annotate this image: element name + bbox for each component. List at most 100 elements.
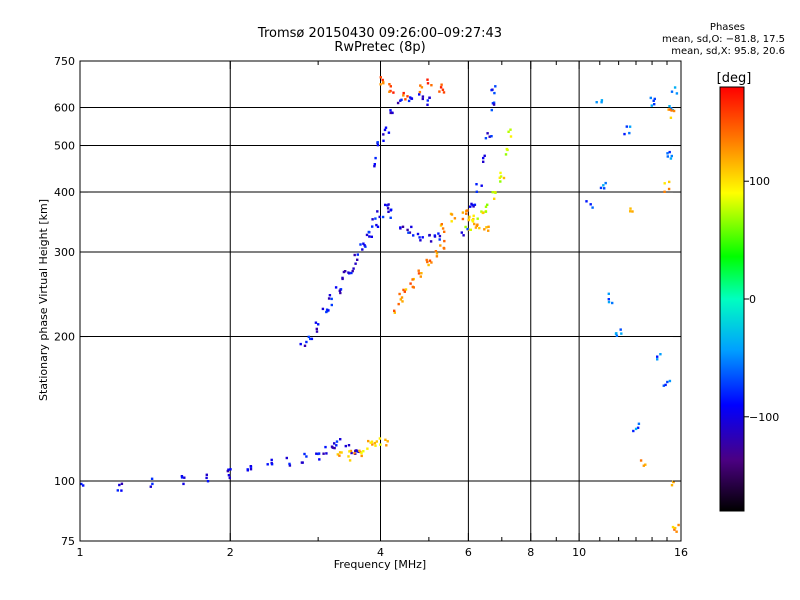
data-point	[673, 86, 677, 89]
data-point	[670, 90, 674, 93]
data-point	[316, 452, 320, 456]
data-point	[400, 296, 404, 299]
data-point	[490, 135, 493, 138]
data-point	[376, 141, 379, 144]
data-point	[227, 474, 231, 477]
data-point	[385, 444, 388, 447]
data-point	[362, 450, 365, 453]
data-point	[494, 191, 497, 194]
data-point	[351, 269, 354, 273]
data-point	[381, 215, 385, 219]
data-point	[339, 291, 342, 295]
data-point	[502, 176, 506, 180]
data-point	[636, 426, 640, 429]
data-point	[666, 152, 669, 155]
x-axis-label: Frequency [MHz]	[334, 558, 426, 571]
data-point	[476, 223, 479, 226]
data-point	[226, 469, 229, 473]
data-point	[393, 309, 396, 312]
data-point	[671, 525, 675, 529]
data-point	[347, 444, 351, 447]
data-point	[322, 452, 325, 455]
data-point	[387, 210, 390, 213]
data-point	[229, 468, 232, 471]
data-point	[490, 108, 493, 112]
y-axis-label: Stationary phase Virtual Height [km]	[37, 199, 50, 401]
data-point	[441, 88, 445, 91]
data-point	[599, 186, 603, 190]
x-tick-label: 8	[527, 546, 534, 559]
data-point	[352, 267, 355, 270]
data-point	[632, 429, 635, 433]
data-point	[475, 183, 478, 186]
data-point	[368, 235, 371, 238]
data-point	[347, 455, 350, 458]
data-point	[499, 180, 502, 183]
data-point	[488, 135, 491, 138]
data-point	[498, 176, 501, 179]
data-point	[270, 463, 274, 466]
data-point	[428, 233, 431, 237]
data-point	[384, 438, 387, 441]
data-point	[375, 223, 378, 227]
data-point	[249, 468, 253, 471]
data-point	[441, 227, 445, 230]
data-point	[637, 422, 641, 425]
data-point	[591, 206, 594, 209]
data-point	[427, 263, 430, 267]
colorbar-label: [deg]	[717, 71, 752, 86]
data-point	[667, 187, 671, 191]
data-point	[499, 171, 502, 175]
data-point	[466, 227, 469, 231]
data-point	[670, 154, 673, 158]
data-point	[482, 160, 485, 163]
data-point	[305, 340, 308, 344]
data-point	[354, 449, 357, 453]
data-point	[509, 128, 512, 131]
data-point	[666, 155, 669, 158]
data-point	[383, 128, 387, 132]
data-point	[80, 482, 83, 486]
data-point	[333, 446, 336, 450]
data-point	[421, 97, 424, 101]
data-point	[403, 290, 406, 293]
phase-stats-heading: Phases	[709, 22, 745, 33]
data-point	[473, 203, 477, 206]
data-point	[205, 476, 208, 480]
data-point	[438, 238, 441, 241]
data-point	[420, 86, 424, 89]
data-point	[469, 228, 472, 231]
phase-statistics: Phases mean, sd,O: −81.8, 17.5 mean, sd,…	[560, 22, 785, 58]
y-tick-label: 300	[54, 246, 75, 259]
data-point	[348, 450, 351, 453]
data-point	[471, 219, 474, 222]
data-point	[396, 101, 400, 105]
data-point	[356, 258, 359, 261]
data-point	[462, 234, 465, 237]
data-point	[392, 91, 395, 94]
data-point	[426, 99, 429, 102]
data-point	[412, 286, 415, 289]
data-point	[435, 255, 439, 258]
data-point	[419, 275, 422, 278]
phase-stats-o-mode: mean, sd,O: −81.8, 17.5	[662, 34, 785, 45]
data-point	[428, 96, 431, 99]
data-point	[358, 449, 361, 452]
data-point	[315, 452, 318, 455]
data-point	[484, 210, 488, 213]
data-point	[668, 150, 671, 154]
colorbar-tick-label: 0	[749, 293, 756, 306]
data-point	[418, 236, 421, 239]
data-point	[406, 228, 409, 232]
data-point	[650, 104, 653, 107]
data-point	[408, 231, 412, 234]
data-point	[399, 226, 402, 229]
data-point	[585, 200, 588, 203]
data-point	[309, 337, 312, 341]
colorbar-ticks: 100 0 −100	[744, 175, 779, 424]
data-point	[437, 232, 440, 235]
data-point	[438, 234, 442, 238]
data-point	[344, 444, 347, 448]
data-point	[483, 154, 486, 157]
